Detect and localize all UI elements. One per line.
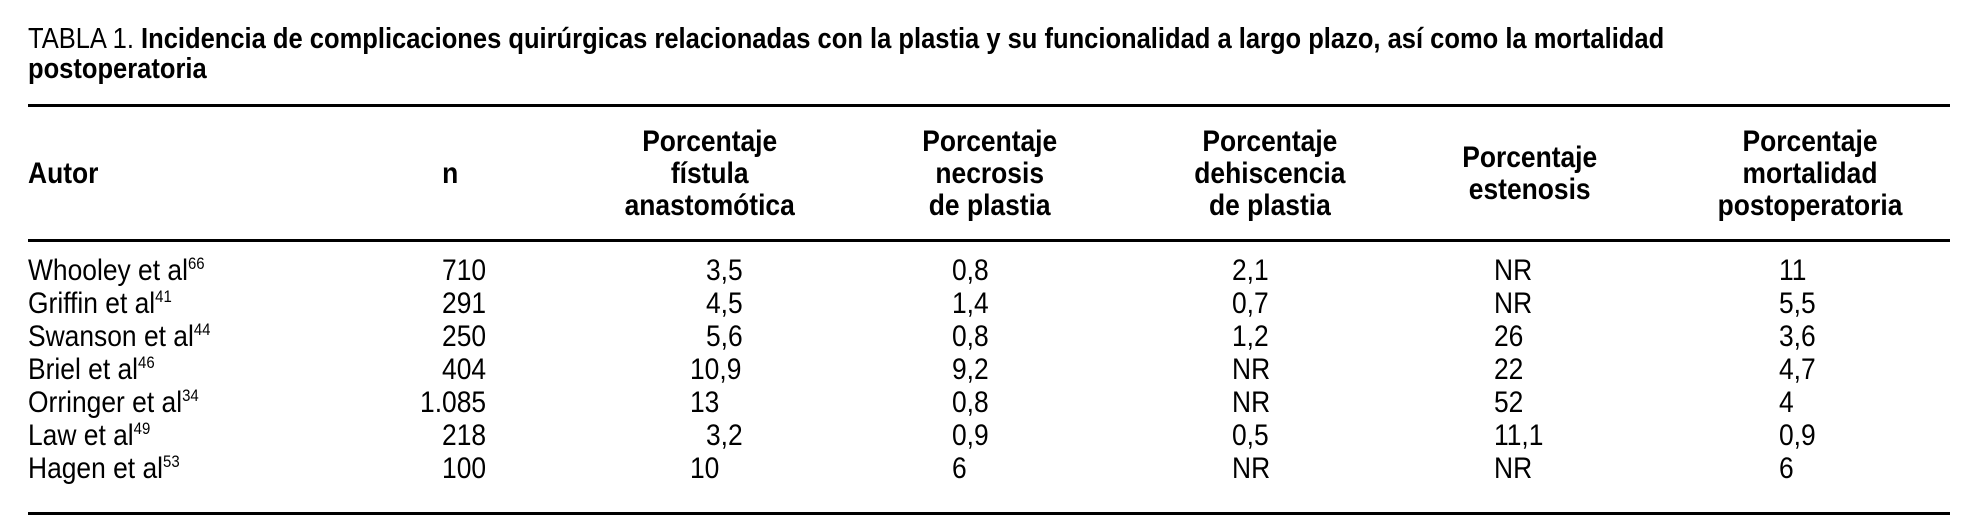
dehiscencia-cell: NR	[1232, 452, 1271, 485]
reference-number: 53	[163, 452, 180, 471]
necrosis-cell: 6	[952, 452, 967, 485]
author-cell: Swanson et al44	[28, 320, 235, 353]
mortalidad-cell: 0,9	[1779, 419, 1816, 452]
estenosis-cell: 52	[1494, 386, 1524, 419]
header-fistula: Porcentaje fístula anastomótica	[624, 125, 796, 222]
n-cell: 100	[441, 452, 486, 485]
estenosis-cell: NR	[1494, 254, 1533, 287]
author-cell: Orringer et al34	[28, 386, 222, 419]
author-cell: Whooley et al66	[28, 254, 229, 287]
table-row: Whooley et al66 710 3,5 0,8 2,1 NR 11	[0, 254, 1962, 287]
author-cell: Griffin et al41	[28, 287, 191, 320]
reference-number: 34	[182, 386, 199, 405]
fistula-cell: 10	[690, 452, 720, 485]
table-row: Law et al49 218 3,2 0,9 0,5 11,1 0,9	[0, 419, 1962, 452]
dehiscencia-cell: NR	[1232, 386, 1271, 419]
author-name: Griffin et al	[28, 287, 156, 320]
fistula-cell: 3,2	[706, 419, 743, 452]
table-label: TABLA 1.	[28, 23, 134, 55]
dehiscencia-cell: NR	[1232, 353, 1271, 386]
author-name: Whooley et al	[28, 254, 188, 287]
top-rule	[28, 104, 1950, 107]
n-cell: 710	[441, 254, 486, 287]
estenosis-cell: NR	[1494, 287, 1533, 320]
mortalidad-cell: 5,5	[1779, 287, 1816, 320]
fistula-cell: 4,5	[706, 287, 743, 320]
reference-number: 41	[155, 287, 172, 306]
table-row: Griffin et al41 291 4,5 1,4 0,7 NR 5,5	[0, 287, 1962, 320]
table-row: Swanson et al44 250 5,6 0,8 1,2 26 3,6	[0, 320, 1962, 353]
n-cell: 218	[441, 419, 486, 452]
table-row: Briel et al46 404 10,9 9,2 NR 22 4,7	[0, 353, 1962, 386]
necrosis-cell: 0,8	[952, 320, 989, 353]
author-name: Briel et al	[28, 353, 139, 386]
mortalidad-cell: 11	[1779, 254, 1807, 287]
necrosis-cell: 9,2	[952, 353, 989, 386]
n-cell: 250	[441, 320, 486, 353]
author-name: Orringer et al	[28, 386, 183, 419]
necrosis-cell: 0,8	[952, 386, 989, 419]
author-name: Hagen et al	[28, 452, 164, 485]
reference-number: 44	[193, 320, 211, 339]
mortalidad-cell: 4	[1779, 386, 1794, 419]
estenosis-cell: 11,1	[1494, 419, 1544, 452]
header-dehiscencia: Porcentaje dehiscencia de plastia	[1194, 125, 1346, 222]
author-cell: Hagen et al53	[28, 452, 200, 485]
reference-number: 46	[138, 353, 155, 372]
author-cell: Law et al49	[28, 419, 167, 452]
author-name: Swanson et al	[28, 320, 194, 353]
reference-number: 66	[187, 254, 205, 273]
mortalidad-cell: 4,7	[1779, 353, 1816, 386]
author-name: Law et al	[28, 419, 134, 452]
table-caption: TABLA 1. Incidencia de complicaciones qu…	[28, 24, 1700, 84]
header-n: n	[441, 157, 459, 190]
fistula-cell: 3,5	[706, 254, 743, 287]
reference-number: 49	[133, 419, 151, 438]
author-cell: Briel et al46	[28, 353, 172, 386]
header-autor: Autor	[28, 157, 99, 190]
header-mortalidad: Porcentaje mortalidad postoperatoria	[1717, 125, 1903, 222]
n-cell: 404	[441, 353, 486, 386]
mortalidad-cell: 3,6	[1779, 320, 1816, 353]
table-row: Hagen et al53 100 10 6 NR NR 6	[0, 452, 1962, 485]
necrosis-cell: 0,9	[952, 419, 989, 452]
estenosis-cell: NR	[1494, 452, 1533, 485]
header-rule	[28, 239, 1950, 242]
fistula-cell: 13	[690, 386, 720, 419]
fistula-cell: 10,9	[690, 353, 742, 386]
n-cell: 291	[441, 287, 486, 320]
table-title: Incidencia de complicaciones quirúrgicas…	[28, 23, 1665, 85]
mortalidad-cell: 6	[1779, 452, 1794, 485]
table-row: Orringer et al34 1.085 13 0,8 NR 52 4	[0, 386, 1962, 419]
dehiscencia-cell: 2,1	[1232, 254, 1269, 287]
n-cell: 1.085	[419, 386, 486, 419]
estenosis-cell: 22	[1494, 353, 1524, 386]
header-estenosis: Porcentaje estenosis	[1462, 141, 1598, 206]
necrosis-cell: 1,4	[952, 287, 989, 320]
necrosis-cell: 0,8	[952, 254, 989, 287]
dehiscencia-cell: 0,5	[1232, 419, 1269, 452]
header-necrosis: Porcentaje necrosis de plastia	[922, 125, 1058, 222]
dehiscencia-cell: 0,7	[1232, 287, 1269, 320]
table-body: Whooley et al66 710 3,5 0,8 2,1 NR 11 Gr…	[0, 254, 1962, 485]
bottom-rule	[28, 512, 1950, 515]
fistula-cell: 5,6	[706, 320, 743, 353]
dehiscencia-cell: 1,2	[1232, 320, 1269, 353]
estenosis-cell: 26	[1494, 320, 1524, 353]
